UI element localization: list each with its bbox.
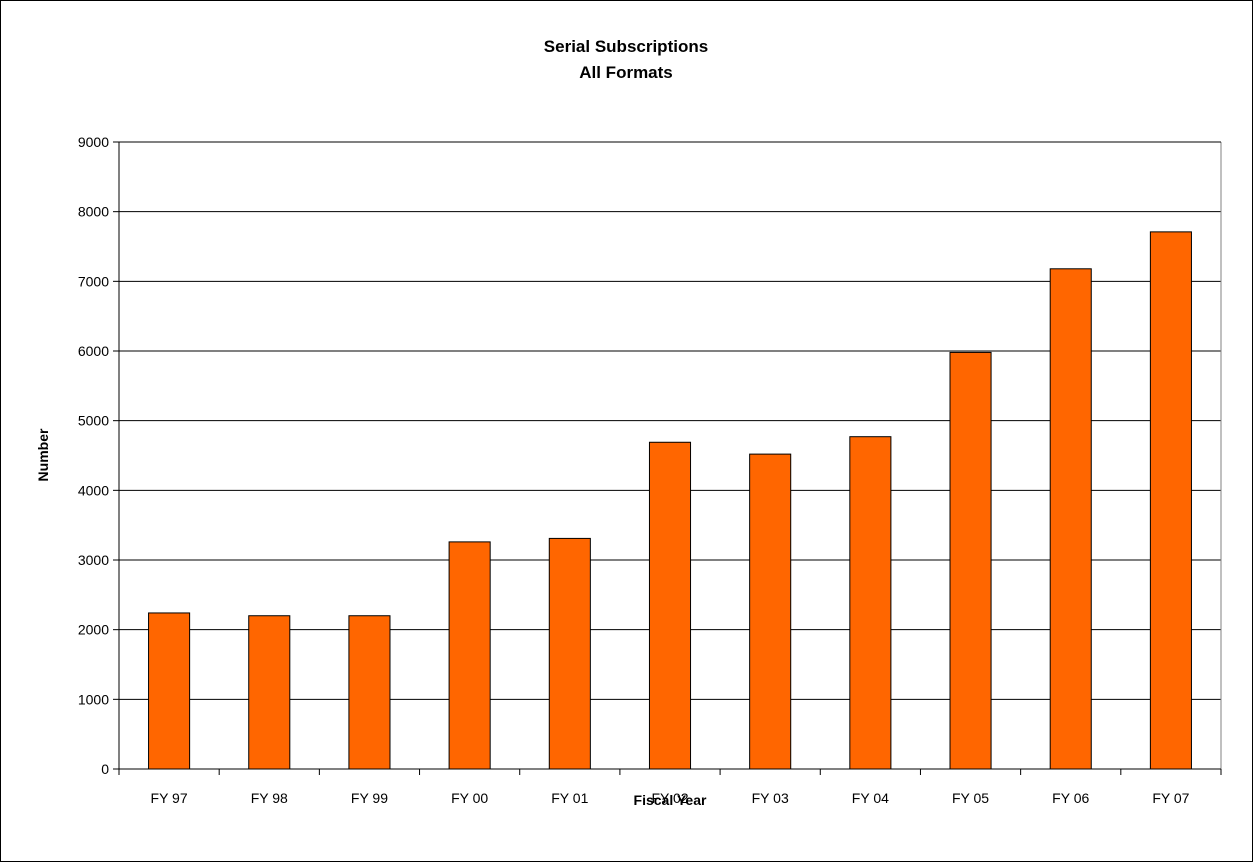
- chart-title: Serial Subscriptions: [544, 37, 708, 56]
- x-axis-title: Fiscal Year: [634, 792, 707, 808]
- x-tick-label: FY 98: [251, 790, 288, 806]
- x-tick-label: FY 03: [752, 790, 789, 806]
- x-tick-label: FY 99: [351, 790, 388, 806]
- y-tick-label: 0: [101, 761, 109, 777]
- y-tick-label: 6000: [78, 343, 109, 359]
- x-tick-label: FY 00: [451, 790, 488, 806]
- bar-fy-01: [548, 537, 591, 770]
- plot-area: [119, 141, 1222, 769]
- x-tick-label: FY 07: [1152, 790, 1189, 806]
- x-tick-label: FY 02: [651, 790, 688, 806]
- bar-fy-06: [1049, 268, 1092, 770]
- bar-fy-00: [448, 541, 491, 770]
- x-tick-label: FY 06: [1052, 790, 1089, 806]
- bars: [148, 231, 1192, 770]
- y-tick-label: 4000: [78, 482, 109, 498]
- bar-fy-03: [749, 453, 792, 770]
- y-tick-labels: 0 1000 2000 3000 4000 5000 6000 7000 8000 9000: [78, 134, 109, 777]
- y-tick-label: 7000: [78, 273, 109, 289]
- bar-fy-07: [1149, 231, 1192, 770]
- x-tick-label: FY 05: [952, 790, 989, 806]
- y-tick-label: 3000: [78, 552, 109, 568]
- y-tick-label: 1000: [78, 691, 109, 707]
- chart-subtitle: All Formats: [579, 63, 673, 82]
- y-tick-label: 2000: [78, 622, 109, 638]
- y-tick-label: 8000: [78, 204, 109, 220]
- x-tick-label: FY 04: [852, 790, 889, 806]
- y-tick-label: 9000: [78, 134, 109, 150]
- bar-fy-97: [148, 612, 191, 770]
- bar-fy-04: [849, 436, 892, 770]
- bar-fy-02: [648, 441, 692, 770]
- axes: [113, 141, 1222, 775]
- x-tick-labels: FY 97 FY 98 FY 99 FY 00 FY 01 FY 02 FY 03 FY 04…: [151, 790, 1190, 806]
- x-tick-label: FY 97: [151, 790, 188, 806]
- bar-fy-99: [348, 615, 391, 770]
- y-axis-title: Number: [35, 428, 51, 481]
- y-tick-label: 5000: [78, 413, 109, 429]
- bar-fy-98: [248, 615, 291, 770]
- x-tick-label: FY 01: [551, 790, 588, 806]
- bar-fy-05: [949, 351, 992, 770]
